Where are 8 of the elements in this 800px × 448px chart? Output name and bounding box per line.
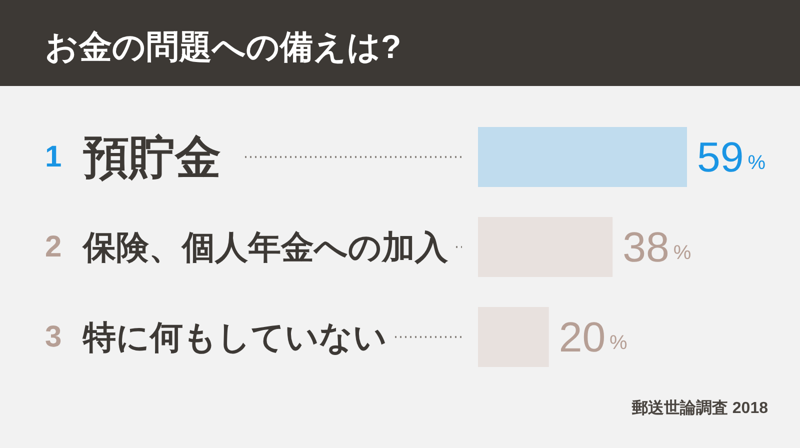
data-label: 59% xyxy=(697,134,766,180)
y-tick-label: 2 保険、個人年金への加入 xyxy=(45,228,449,266)
data-label: 20% xyxy=(558,314,628,360)
chart-title: お金の問題への備えは? xyxy=(45,27,402,67)
text: 郵送世論調査 2018 xyxy=(632,399,768,418)
y-tick-label: 3 特に何もしていない xyxy=(45,318,387,356)
y-tick-label: 1 預貯金 xyxy=(45,131,221,183)
data-label: 38% xyxy=(622,224,692,270)
